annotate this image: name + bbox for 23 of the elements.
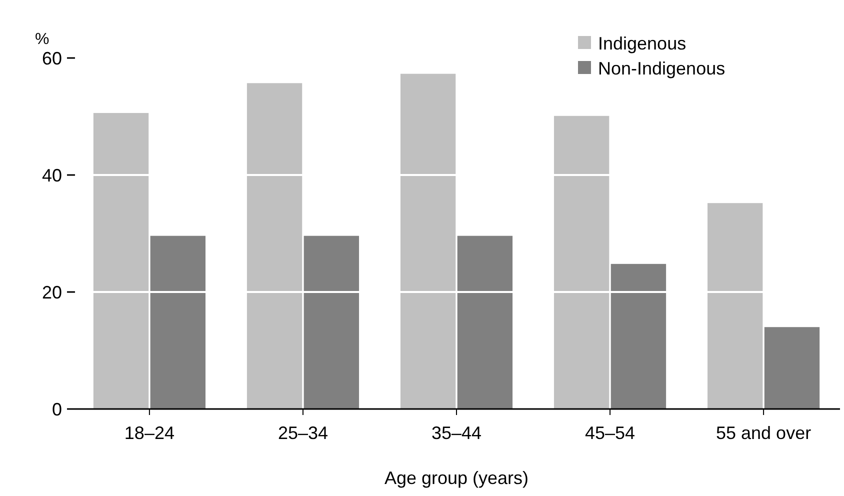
bar bbox=[93, 112, 149, 409]
y-tick-label: 20 bbox=[42, 282, 62, 302]
x-tick-label: 18–24 bbox=[124, 423, 174, 443]
bar bbox=[150, 236, 206, 409]
bar bbox=[554, 116, 610, 409]
y-tick-label: 0 bbox=[52, 399, 62, 420]
y-tick-label: 40 bbox=[42, 165, 62, 186]
bar bbox=[400, 74, 456, 409]
legend-label: Indigenous bbox=[598, 33, 686, 54]
x-tick-label: 55 and over bbox=[716, 423, 812, 443]
y-tick-label: 60 bbox=[42, 48, 62, 68]
y-axis-title: % bbox=[35, 31, 50, 48]
bar bbox=[764, 327, 820, 409]
legend-label: Non-Indigenous bbox=[598, 58, 726, 78]
bar bbox=[708, 203, 763, 409]
x-tick-label: 25–34 bbox=[278, 423, 328, 443]
bar bbox=[610, 264, 666, 409]
bar bbox=[246, 83, 302, 409]
bar bbox=[304, 236, 360, 409]
x-tick-label: 35–44 bbox=[431, 423, 482, 443]
x-tick-label: 45–54 bbox=[584, 423, 636, 443]
x-axis-title: Age group (years) bbox=[384, 468, 529, 488]
bar bbox=[457, 236, 513, 409]
